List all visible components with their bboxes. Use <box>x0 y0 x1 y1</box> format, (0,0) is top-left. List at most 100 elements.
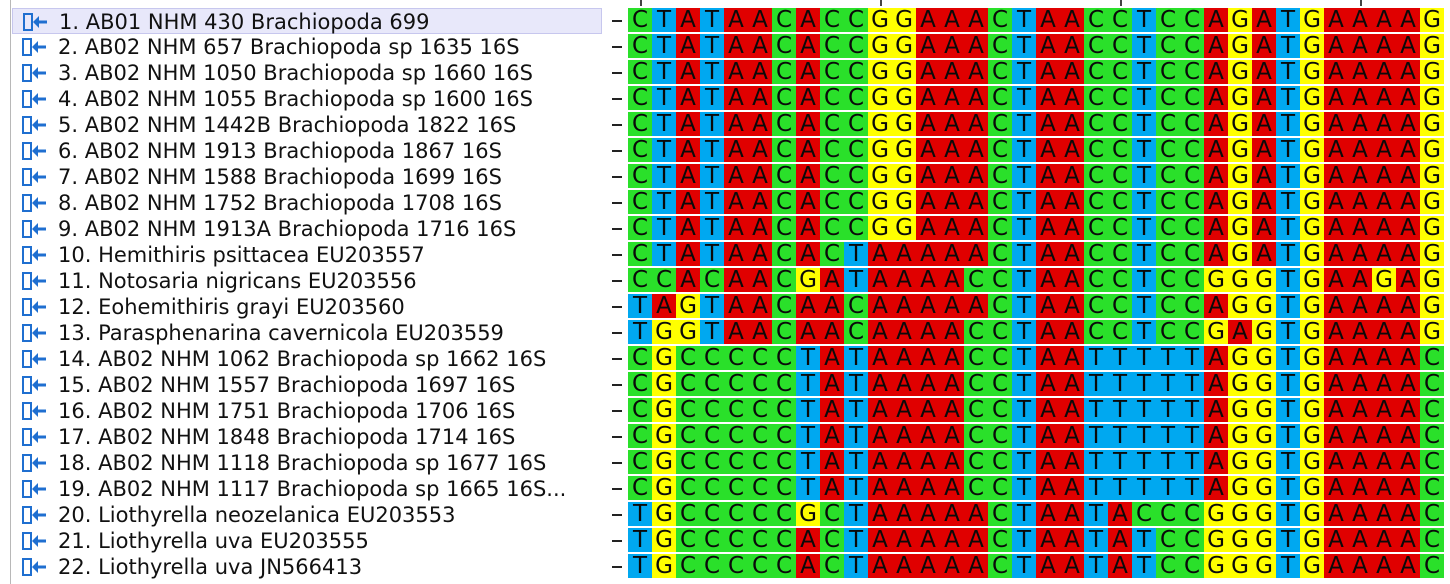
base-cell: G <box>1204 528 1228 552</box>
base-cell: A <box>1324 138 1348 162</box>
sequence-row[interactable]: 10. Hemithiris psittacea EU203557 <box>12 242 602 268</box>
base-cell: A <box>796 242 820 266</box>
base-cell: T <box>1276 112 1300 136</box>
sequence-row[interactable]: 5. AB02 NHM 1442B Brachiopoda 1822 16S <box>12 112 602 138</box>
leading-gap-dash <box>612 384 622 386</box>
sequence-row[interactable]: 11. Notosaria nigricans EU203556 <box>12 268 602 294</box>
base-cell: A <box>1036 190 1060 214</box>
base-cell: C <box>988 320 1012 344</box>
base-cell: G <box>1300 60 1324 84</box>
sequence-row[interactable]: 19. AB02 NHM 1117 Brachiopoda sp 1665 16… <box>12 476 602 502</box>
sequence-row[interactable]: 6. AB02 NHM 1913 Brachiopoda 1867 16S <box>12 138 602 164</box>
base-cell: C <box>1156 60 1180 84</box>
sequence-row[interactable]: 13. Parasphenarina cavernicola EU203559 <box>12 320 602 346</box>
base-cell: C <box>700 554 724 578</box>
sequence-row[interactable]: 2. AB02 NHM 657 Brachiopoda sp 1635 16S <box>12 34 602 60</box>
base-cell: A <box>1396 112 1420 136</box>
sequence-row[interactable]: 7. AB02 NHM 1588 Brachiopoda 1699 16S <box>12 164 602 190</box>
base-cell: A <box>1324 8 1348 32</box>
base-cell: A <box>916 424 940 448</box>
sequence-row[interactable]: 22. Liothyrella uva JN566413 <box>12 554 602 580</box>
base-cell: C <box>700 450 724 474</box>
sequence-row[interactable]: 17. AB02 NHM 1848 Brachiopoda 1714 16S <box>12 424 602 450</box>
base-cell: T <box>700 8 724 32</box>
base-cell: A <box>1060 164 1084 188</box>
base-cell: T <box>700 138 724 162</box>
sequence-row[interactable]: 15. AB02 NHM 1557 Brachiopoda 1697 16S <box>12 372 602 398</box>
base-cell: A <box>1372 138 1396 162</box>
sequence-row[interactable]: 16. AB02 NHM 1751 Brachiopoda 1706 16S <box>12 398 602 424</box>
base-cell: C <box>820 502 844 526</box>
base-cell: T <box>1132 60 1156 84</box>
base-cell: A <box>1396 138 1420 162</box>
base-cell: C <box>676 424 700 448</box>
base-cell: T <box>700 164 724 188</box>
base-cell: A <box>676 242 700 266</box>
sequence-row[interactable]: 3. AB02 NHM 1050 Brachiopoda sp 1660 16S <box>12 60 602 86</box>
base-cell: C <box>844 34 868 58</box>
base-cell: T <box>1012 320 1036 344</box>
sequence-row[interactable]: 4. AB02 NHM 1055 Brachiopoda sp 1600 16S <box>12 86 602 112</box>
base-cell: G <box>1252 294 1276 318</box>
base-cell: A <box>1060 502 1084 526</box>
base-cell: G <box>1300 476 1324 500</box>
sequence-row[interactable]: 12. Eohemithiris grayi EU203560 <box>12 294 602 320</box>
base-cell: G <box>1420 242 1444 266</box>
base-cell: A <box>868 242 892 266</box>
sequence-row[interactable]: 9. AB02 NHM 1913A Brachiopoda 1716 16S <box>12 216 602 242</box>
base-cell: C <box>1180 242 1204 266</box>
base-cell: T <box>844 268 868 292</box>
sequence-icon <box>22 376 48 394</box>
base-cell: C <box>1180 190 1204 214</box>
base-cell: A <box>676 60 700 84</box>
base-cell: G <box>1228 476 1252 500</box>
sequence-row[interactable]: 21. Liothyrella uva EU203555 <box>12 528 602 554</box>
base-cell: A <box>1396 86 1420 110</box>
base-cell: T <box>652 242 676 266</box>
sequence-row[interactable]: 8. AB02 NHM 1752 Brachiopoda 1708 16S <box>12 190 602 216</box>
base-cell: T <box>1012 60 1036 84</box>
base-cell: A <box>1036 138 1060 162</box>
base-cell: C <box>820 190 844 214</box>
sequence-row[interactable]: 14. AB02 NHM 1062 Brachiopoda sp 1662 16… <box>12 346 602 372</box>
base-cell: G <box>1300 112 1324 136</box>
base-cell: G <box>868 112 892 136</box>
base-cell: A <box>940 8 964 32</box>
base-cell: A <box>676 216 700 240</box>
base-cell: A <box>892 346 916 370</box>
base-cell: A <box>1204 112 1228 136</box>
base-cell: A <box>1252 34 1276 58</box>
base-cell: T <box>652 8 676 32</box>
sequence-icon <box>22 480 48 498</box>
sequence-row[interactable]: 18. AB02 NHM 1118 Brachiopoda sp 1677 16… <box>12 450 602 476</box>
sequence-row[interactable]: 20. Liothyrella neozelanica EU203553 <box>12 502 602 528</box>
base-cell: A <box>916 554 940 578</box>
base-cell: T <box>1132 34 1156 58</box>
base-cell: A <box>796 34 820 58</box>
base-cell: G <box>892 86 916 110</box>
sequence-row[interactable]: 1. AB01 NHM 430 Brachiopoda 699 <box>12 8 602 34</box>
